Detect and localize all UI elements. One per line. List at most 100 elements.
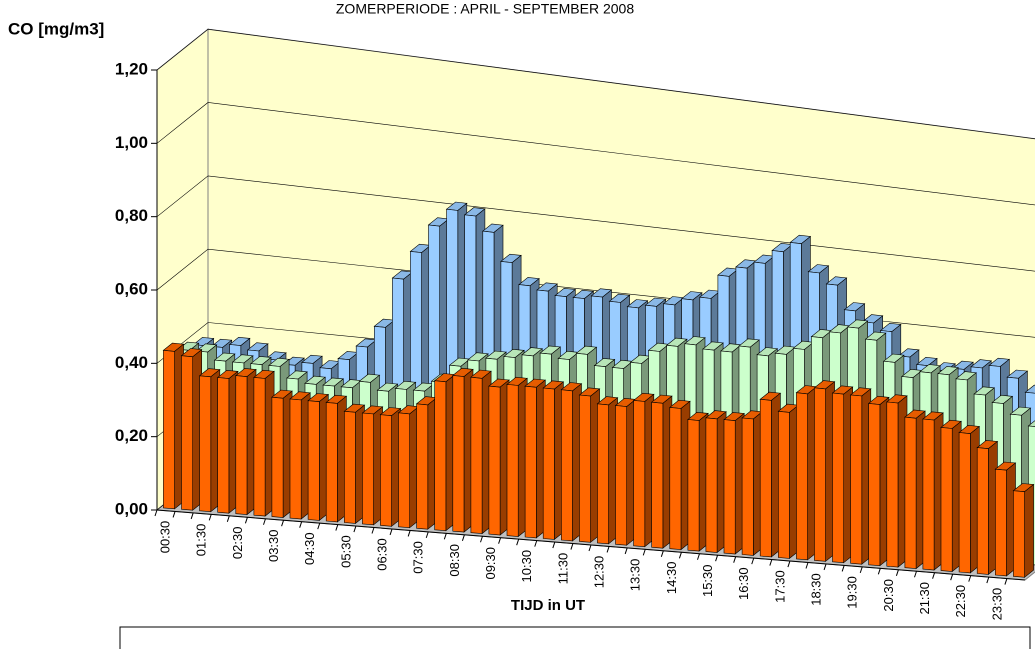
x-tick	[299, 521, 303, 528]
x-tick	[552, 541, 556, 549]
y-tick-label: 0,60	[115, 279, 148, 298]
x-tick	[263, 518, 266, 525]
x-tick	[317, 522, 321, 530]
x-tick-label: 06:30	[374, 538, 389, 571]
bar-front	[235, 375, 248, 515]
x-tick	[425, 531, 429, 539]
x-tick	[733, 556, 737, 563]
x-tick-label: 15:30	[700, 564, 715, 597]
legend-box	[119, 626, 1031, 649]
bar	[795, 385, 818, 561]
y-tick-label: 1,20	[115, 59, 148, 78]
x-tick	[154, 509, 158, 517]
bar-front	[506, 384, 519, 537]
bar-front	[199, 375, 212, 513]
bar-top	[1027, 420, 1035, 427]
x-tick-label: 17:30	[772, 570, 787, 603]
bar	[542, 380, 565, 541]
x-tick-label: 20:30	[881, 579, 896, 612]
x-tick	[335, 524, 339, 531]
bar-front	[271, 396, 284, 518]
x-tick-label: 16:30	[736, 567, 751, 600]
x-tick	[172, 511, 176, 518]
x-tick-label: 08:30	[447, 544, 462, 577]
bar	[361, 405, 384, 526]
bar-front	[253, 377, 266, 517]
x-tick	[534, 540, 538, 547]
bar-front	[615, 405, 628, 546]
x-tick	[697, 553, 700, 560]
bar-front	[994, 468, 1007, 577]
x-tick	[914, 571, 917, 578]
x-tick	[787, 560, 791, 568]
bar	[614, 397, 637, 546]
bar	[162, 342, 185, 510]
bar	[723, 412, 745, 555]
bar-front	[380, 414, 392, 527]
bar	[705, 410, 727, 554]
bar-front	[832, 392, 845, 564]
bar	[307, 393, 330, 522]
bar-front	[868, 403, 881, 567]
bar	[759, 391, 782, 558]
x-tick	[877, 568, 881, 575]
x-tick-label: 18:30	[808, 573, 823, 606]
bar-front	[922, 418, 935, 571]
x-tick	[606, 546, 610, 553]
y-tick-label: 0,80	[115, 206, 148, 225]
bar	[488, 378, 510, 536]
bar	[379, 407, 402, 527]
x-tick	[968, 575, 972, 582]
bar-front	[470, 376, 483, 534]
bar-front	[416, 403, 429, 530]
bar-front	[217, 377, 230, 514]
y-tick-label: 0,00	[115, 499, 148, 518]
x-tick	[642, 549, 646, 556]
bar-front	[976, 447, 989, 575]
x-tick	[281, 520, 285, 527]
bar-front	[904, 416, 917, 569]
x-tick	[859, 566, 863, 574]
x-tick	[407, 530, 411, 537]
bar	[343, 403, 366, 525]
bar	[216, 369, 239, 514]
y-tick-label: 1,00	[115, 133, 148, 152]
bar	[452, 367, 474, 533]
x-tick	[660, 550, 664, 557]
bar-front	[542, 387, 555, 540]
bar	[415, 396, 438, 530]
x-tick	[678, 552, 682, 559]
x-tick-label: 04:30	[302, 532, 317, 565]
x-tick-label: 01:30	[194, 524, 209, 557]
x-tick-label: 03:30	[266, 529, 281, 562]
bar-front	[687, 419, 700, 552]
bar	[669, 399, 691, 551]
bar-front	[289, 398, 302, 520]
bar	[470, 369, 492, 535]
bar	[994, 461, 1017, 577]
bar-front	[597, 403, 609, 545]
bar-front	[181, 355, 193, 511]
x-tick	[715, 555, 719, 562]
x-tick-label: 12:30	[591, 556, 606, 589]
bar	[289, 391, 311, 520]
grid-line	[156, 28, 1035, 140]
x-tick	[389, 528, 393, 536]
x-tick	[1004, 578, 1008, 585]
bar-front	[1013, 490, 1025, 578]
bar	[235, 368, 257, 516]
bar	[849, 387, 872, 565]
bar	[560, 382, 583, 542]
bar	[596, 396, 619, 545]
bar	[777, 403, 800, 560]
bar-front	[759, 398, 772, 558]
grid-line	[156, 102, 1035, 206]
bar	[940, 419, 962, 573]
bar	[886, 394, 908, 568]
bar	[922, 411, 944, 571]
x-tick-label: 23:30	[989, 588, 1004, 621]
x-tick-label: 00:30	[157, 521, 172, 554]
bar-front	[651, 401, 664, 549]
bar	[325, 394, 348, 523]
